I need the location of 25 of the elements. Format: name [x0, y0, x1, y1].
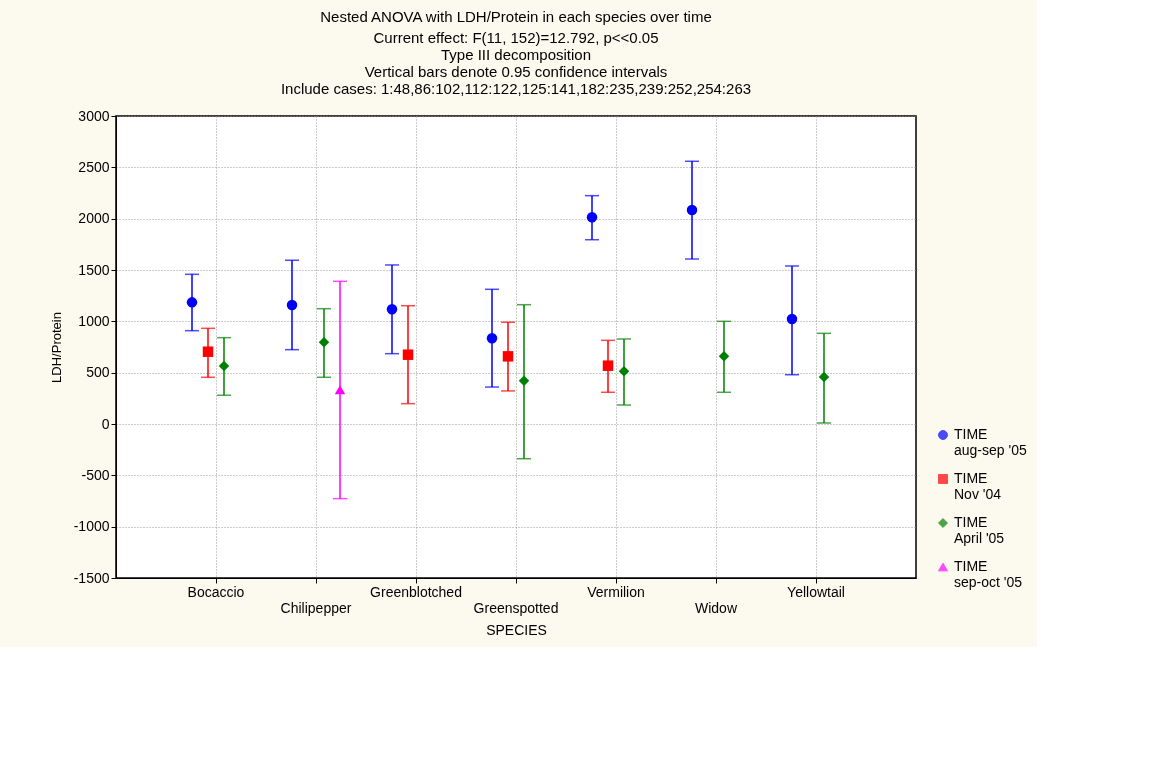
chart-title: Nested ANOVA with LDH/Protein in each species over time [320, 8, 712, 25]
y-tick-label: -1500 [73, 569, 110, 586]
y-tick-label: 0 [101, 415, 110, 432]
y-tick-label: 500 [86, 364, 110, 381]
x-tick-label: Greenspotted [473, 599, 559, 616]
y-tick-label: 1500 [78, 261, 110, 278]
y-axis-title: LDH/Protein [48, 312, 64, 383]
x-tick-label: Widow [694, 599, 738, 616]
x-tick-label: Vermilion [587, 583, 645, 600]
legend-label: TIME sep-oct '05 [954, 558, 1023, 590]
x-axis-title: SPECIES [486, 621, 547, 638]
legend-label: TIME April '05 [954, 514, 1005, 546]
chart-subtitle: Current effect: F(11, 152)=12.792, p<<0.05 Type III decomposition Vertical bars denote 0.95 confidence intervals Include cases: 1:48,86:102,112:122,125:141,182:235,239:252,254:263 [280, 29, 752, 97]
x-tick-label: Yellowtail [787, 583, 845, 600]
y-tick-label: -500 [81, 466, 110, 483]
x-tick-label: Chilipepper [280, 599, 352, 616]
y-tick-label: 2000 [78, 210, 110, 227]
y-tick-label: -1000 [73, 518, 110, 535]
legend-label: TIME aug-sep '05 [954, 426, 1027, 458]
y-tick-label: 3000 [78, 107, 110, 124]
y-tick-label: 2500 [78, 158, 110, 175]
x-tick-label: Bocaccio [187, 583, 245, 600]
y-tick-label: 1000 [78, 312, 110, 329]
legend-label: TIME Nov '04 [954, 470, 1002, 502]
x-tick-label: Greenblotched [370, 583, 462, 600]
